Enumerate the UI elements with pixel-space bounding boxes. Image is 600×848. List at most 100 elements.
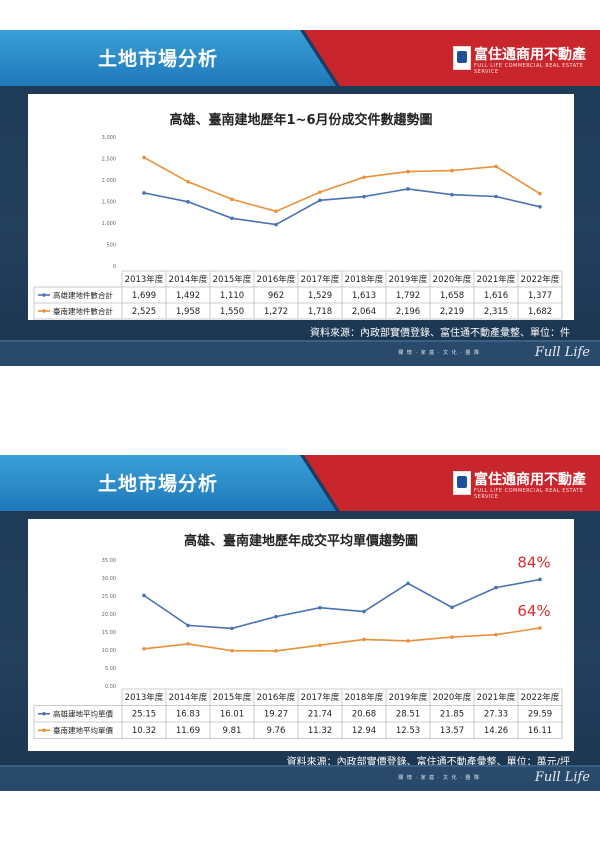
data-point bbox=[538, 204, 542, 209]
data-cell: 19.27 bbox=[264, 710, 288, 720]
data-cell: 2,525 bbox=[132, 307, 156, 317]
logo-subtitle: FULL LIFE COMMERCIAL REAL ESTATE SERVICE bbox=[474, 63, 584, 75]
data-point bbox=[538, 577, 542, 582]
data-cell: 1,377 bbox=[528, 291, 552, 301]
x-category-label: 2018年度 bbox=[345, 692, 384, 703]
data-cell: 10.32 bbox=[132, 726, 156, 736]
data-cell: 20.68 bbox=[352, 710, 376, 720]
y-tick-label: 3,000 bbox=[102, 135, 116, 141]
y-tick-label: 35.00 bbox=[102, 558, 116, 564]
data-point bbox=[274, 649, 278, 653]
chart-panel-2: 高雄、臺南建地歷年成交平均單價趨勢圖 35.00 30.00 25.00 20.00 15… bbox=[28, 519, 574, 751]
series-line-2 bbox=[143, 156, 541, 213]
data-cell: 2,219 bbox=[440, 307, 464, 317]
data-cell: 1,492 bbox=[176, 291, 200, 301]
logo-icon bbox=[453, 471, 471, 495]
y-tick-label: 25.00 bbox=[102, 594, 116, 600]
data-point bbox=[406, 169, 410, 174]
data-point bbox=[230, 197, 234, 202]
data-cell: 2,315 bbox=[484, 307, 508, 317]
chart-title: 高雄、臺南建地歷年成交平均單價趨勢圖 bbox=[184, 533, 418, 549]
source-note: 資料來源：內政部實價登錄、富住通不動產彙整、單位：件 bbox=[310, 328, 570, 339]
x-category-label: 2014年度 bbox=[169, 692, 208, 703]
data-cell: 16.01 bbox=[220, 710, 244, 720]
y-tick-label: 30.00 bbox=[102, 576, 116, 582]
footer-bar: 關 懷 · 家 庭 · 文 化 · 團 隊 Full Life bbox=[0, 765, 600, 791]
data-point bbox=[230, 216, 234, 221]
data-point bbox=[142, 155, 146, 160]
data-point bbox=[186, 180, 190, 184]
data-point bbox=[450, 605, 454, 610]
annotation-label: 84% bbox=[517, 553, 550, 571]
source-note: 資料來源：內政部實價登錄、富住通不動產彙整、單位：萬元/坪 bbox=[286, 757, 570, 768]
data-cell: 12.94 bbox=[352, 726, 376, 736]
data-cell: 29.59 bbox=[528, 710, 552, 720]
y-tick-label: 1,500 bbox=[102, 200, 116, 206]
data-point bbox=[274, 209, 278, 214]
logo-subtitle: FULL LIFE COMMERCIAL REAL ESTATE SERVICE bbox=[474, 488, 584, 500]
x-category-label: 2015年度 bbox=[213, 274, 252, 285]
data-point bbox=[494, 194, 498, 199]
x-category-label: 2019年度 bbox=[389, 274, 428, 285]
data-cell: 1,550 bbox=[220, 307, 244, 317]
data-cell: 11.32 bbox=[308, 726, 332, 736]
logo-text: 富住通商用不動產 bbox=[474, 47, 586, 63]
chart-2: 高雄、臺南建地歷年成交平均單價趨勢圖 35.00 30.00 25.00 20.00 15… bbox=[33, 533, 563, 739]
data-point bbox=[494, 585, 498, 590]
data-cell: 1,792 bbox=[396, 291, 420, 301]
slide-title: 土地市場分析 bbox=[98, 473, 219, 495]
data-point bbox=[186, 623, 190, 628]
y-tick-label: 2,500 bbox=[102, 157, 116, 163]
slide-title: 土地市場分析 bbox=[98, 48, 219, 70]
data-cell: 21.85 bbox=[440, 710, 464, 720]
x-category-label: 2016年度 bbox=[257, 692, 296, 703]
data-point bbox=[362, 175, 366, 180]
data-point bbox=[406, 581, 410, 586]
header-accent bbox=[0, 455, 340, 511]
data-cell: 9.81 bbox=[223, 726, 242, 736]
data-cell: 25.15 bbox=[132, 710, 156, 720]
data-cell: 1,699 bbox=[132, 291, 156, 301]
data-point bbox=[142, 593, 146, 598]
data-cell: 27.33 bbox=[484, 710, 508, 720]
y-tick-label: 2,000 bbox=[102, 178, 116, 184]
data-point bbox=[450, 635, 454, 639]
data-point bbox=[362, 637, 366, 642]
legend-marker bbox=[42, 309, 46, 313]
y-tick-label: 0.00 bbox=[105, 684, 116, 690]
data-point bbox=[318, 643, 322, 648]
series-line-1 bbox=[143, 188, 541, 226]
x-category-label: 2020年度 bbox=[433, 274, 472, 285]
footer-brand: Full Life bbox=[534, 345, 590, 360]
legend-label: 臺南建地件數合計 bbox=[53, 306, 113, 316]
data-point bbox=[450, 168, 454, 173]
x-category-label: 2015年度 bbox=[213, 692, 252, 703]
chart-panel-1: 高雄、臺南建地歷年1~6月份成交件數趨勢圖 3,000 2,500 2,000 1,50… bbox=[28, 94, 574, 320]
data-point bbox=[362, 609, 366, 614]
data-cell: 1,958 bbox=[176, 307, 200, 317]
data-cell: 1,718 bbox=[308, 307, 332, 317]
data-point bbox=[538, 626, 542, 630]
logo-icon bbox=[453, 46, 471, 70]
x-category-label: 2021年度 bbox=[477, 274, 516, 285]
data-cell: 21.74 bbox=[308, 710, 332, 720]
y-tick-label: 15.00 bbox=[102, 630, 116, 636]
data-cell: 1,529 bbox=[308, 291, 332, 301]
data-point bbox=[230, 626, 234, 631]
chart-title: 高雄、臺南建地歷年1~6月份成交件數趨勢圖 bbox=[170, 112, 433, 128]
x-category-label: 2022年度 bbox=[521, 692, 560, 703]
x-category-label: 2013年度 bbox=[125, 274, 164, 285]
y-tick-label: 5.00 bbox=[105, 666, 116, 672]
data-cell: 2,064 bbox=[352, 307, 376, 317]
y-tick-label: 1,000 bbox=[102, 221, 116, 227]
data-point bbox=[186, 642, 190, 646]
data-point bbox=[318, 190, 322, 194]
slide-1: 土地市場分析 富住通商用不動產 FULL LIFE COMMERCIAL REA… bbox=[0, 30, 600, 366]
data-cell: 28.51 bbox=[396, 710, 420, 720]
data-point bbox=[406, 639, 410, 643]
data-cell: 2,196 bbox=[396, 307, 420, 317]
data-point bbox=[230, 648, 234, 653]
data-point bbox=[318, 198, 322, 203]
data-cell: 13.57 bbox=[440, 726, 464, 736]
slide-2: 土地市場分析 富住通商用不動產 FULL LIFE COMMERCIAL REA… bbox=[0, 455, 600, 791]
